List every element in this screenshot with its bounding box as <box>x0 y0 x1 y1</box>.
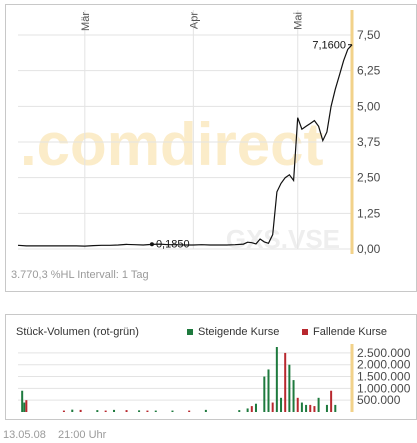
volume-bar-falling <box>25 400 28 412</box>
y-tick-label: 7,50 <box>357 28 381 42</box>
volume-bar-falling <box>104 410 107 412</box>
timestamp-date: 13.05.08 <box>3 429 46 441</box>
volume-y-tick-label: 1.000.000 <box>357 381 411 395</box>
legend-falling-label: Fallende Kurse <box>313 326 387 338</box>
volume-bar-rising <box>280 397 283 412</box>
timestamp-time: 21:00 Uhr <box>58 429 107 441</box>
volume-bar-rising <box>275 347 278 412</box>
y-tick-label: 2,50 <box>357 171 381 185</box>
month-label: Mär <box>80 12 92 31</box>
volume-bar-rising <box>246 408 249 412</box>
volume-chart-panel: Stück-Volumen (rot-grün) Steigende Kurse… <box>0 314 417 421</box>
volume-bar-falling <box>250 406 253 412</box>
volume-bar-rising <box>138 410 141 412</box>
volume-bar-falling <box>271 402 274 412</box>
volume-y-tick-label: 1.500.000 <box>357 370 411 384</box>
volume-y-tick-label: 2.000.000 <box>357 358 411 372</box>
volume-bar-rising <box>71 409 74 412</box>
volume-bar-rising <box>113 409 116 412</box>
price-series-line <box>17 44 353 247</box>
price-footer-text: 3.770,3 %HL Intervall: 1 Tag <box>11 269 149 281</box>
volume-bar-rising <box>204 409 207 412</box>
volume-bar-rising <box>267 369 270 412</box>
volume-bar-falling <box>284 352 287 412</box>
volume-bar-rising <box>292 380 295 412</box>
volume-bar-rising <box>325 404 328 412</box>
volume-title: Stück-Volumen (rot-grün) <box>16 326 139 338</box>
volume-chart: 500.0001.000.0001.500.0002.000.0002.500.… <box>18 344 411 412</box>
volume-bar-rising <box>254 403 257 412</box>
volume-bar-rising <box>154 410 157 412</box>
y-tick-label: 6,25 <box>357 64 381 78</box>
y-tick-label: 0,00 <box>357 242 381 256</box>
volume-bar-rising <box>288 364 291 412</box>
volume-bar-rising <box>23 402 26 412</box>
volume-bar-rising <box>317 397 320 412</box>
volume-bar-falling <box>296 397 299 412</box>
y-tick-label: 5,00 <box>357 99 381 113</box>
last-price-label: 7,1600 <box>312 40 346 52</box>
volume-bar-falling <box>309 404 312 412</box>
volume-bar-rising <box>305 404 308 412</box>
y-tick-label: 3,75 <box>357 135 381 149</box>
volume-bar-falling <box>125 410 128 412</box>
price-chart-frame <box>5 4 417 292</box>
month-label: Mai <box>293 12 305 30</box>
month-label: Apr <box>188 12 200 29</box>
volume-bar-rising <box>263 376 266 412</box>
legend-rising-swatch <box>187 329 193 335</box>
volume-y-tick-label: 2.500.000 <box>357 346 411 360</box>
volume-bar-falling <box>330 390 333 412</box>
volume-bar-rising <box>238 410 241 412</box>
legend-falling: Fallende Kurse <box>302 326 387 338</box>
volume-bar-rising <box>96 410 99 412</box>
price-chart-panel: .comdirect GXS.VSE 0,00 1,25 2,50 3,75 5,00 6,2… <box>5 4 417 292</box>
volume-bar-rising <box>171 410 174 412</box>
low-label: 0,1850 <box>156 239 190 251</box>
volume-bar-rising <box>300 402 303 412</box>
volume-bar-falling <box>188 410 191 412</box>
volume-chart-frame <box>5 314 417 420</box>
volume-bar-rising <box>21 390 24 412</box>
legend-falling-swatch <box>302 329 308 335</box>
watermark-brand: .comdirect <box>20 111 323 178</box>
volume-bar-falling <box>146 410 149 412</box>
volume-bar-falling <box>313 406 316 412</box>
volume-bar-falling <box>79 409 82 412</box>
volume-y-tick-label: 500.000 <box>357 393 401 407</box>
volume-bar-rising <box>334 404 337 412</box>
legend-rising-label: Steigende Kurse <box>198 326 280 338</box>
legend-rising: Steigende Kurse <box>187 326 279 338</box>
low-marker <box>149 242 154 247</box>
y-tick-label: 1,25 <box>357 206 381 220</box>
volume-bar-falling <box>62 410 65 412</box>
